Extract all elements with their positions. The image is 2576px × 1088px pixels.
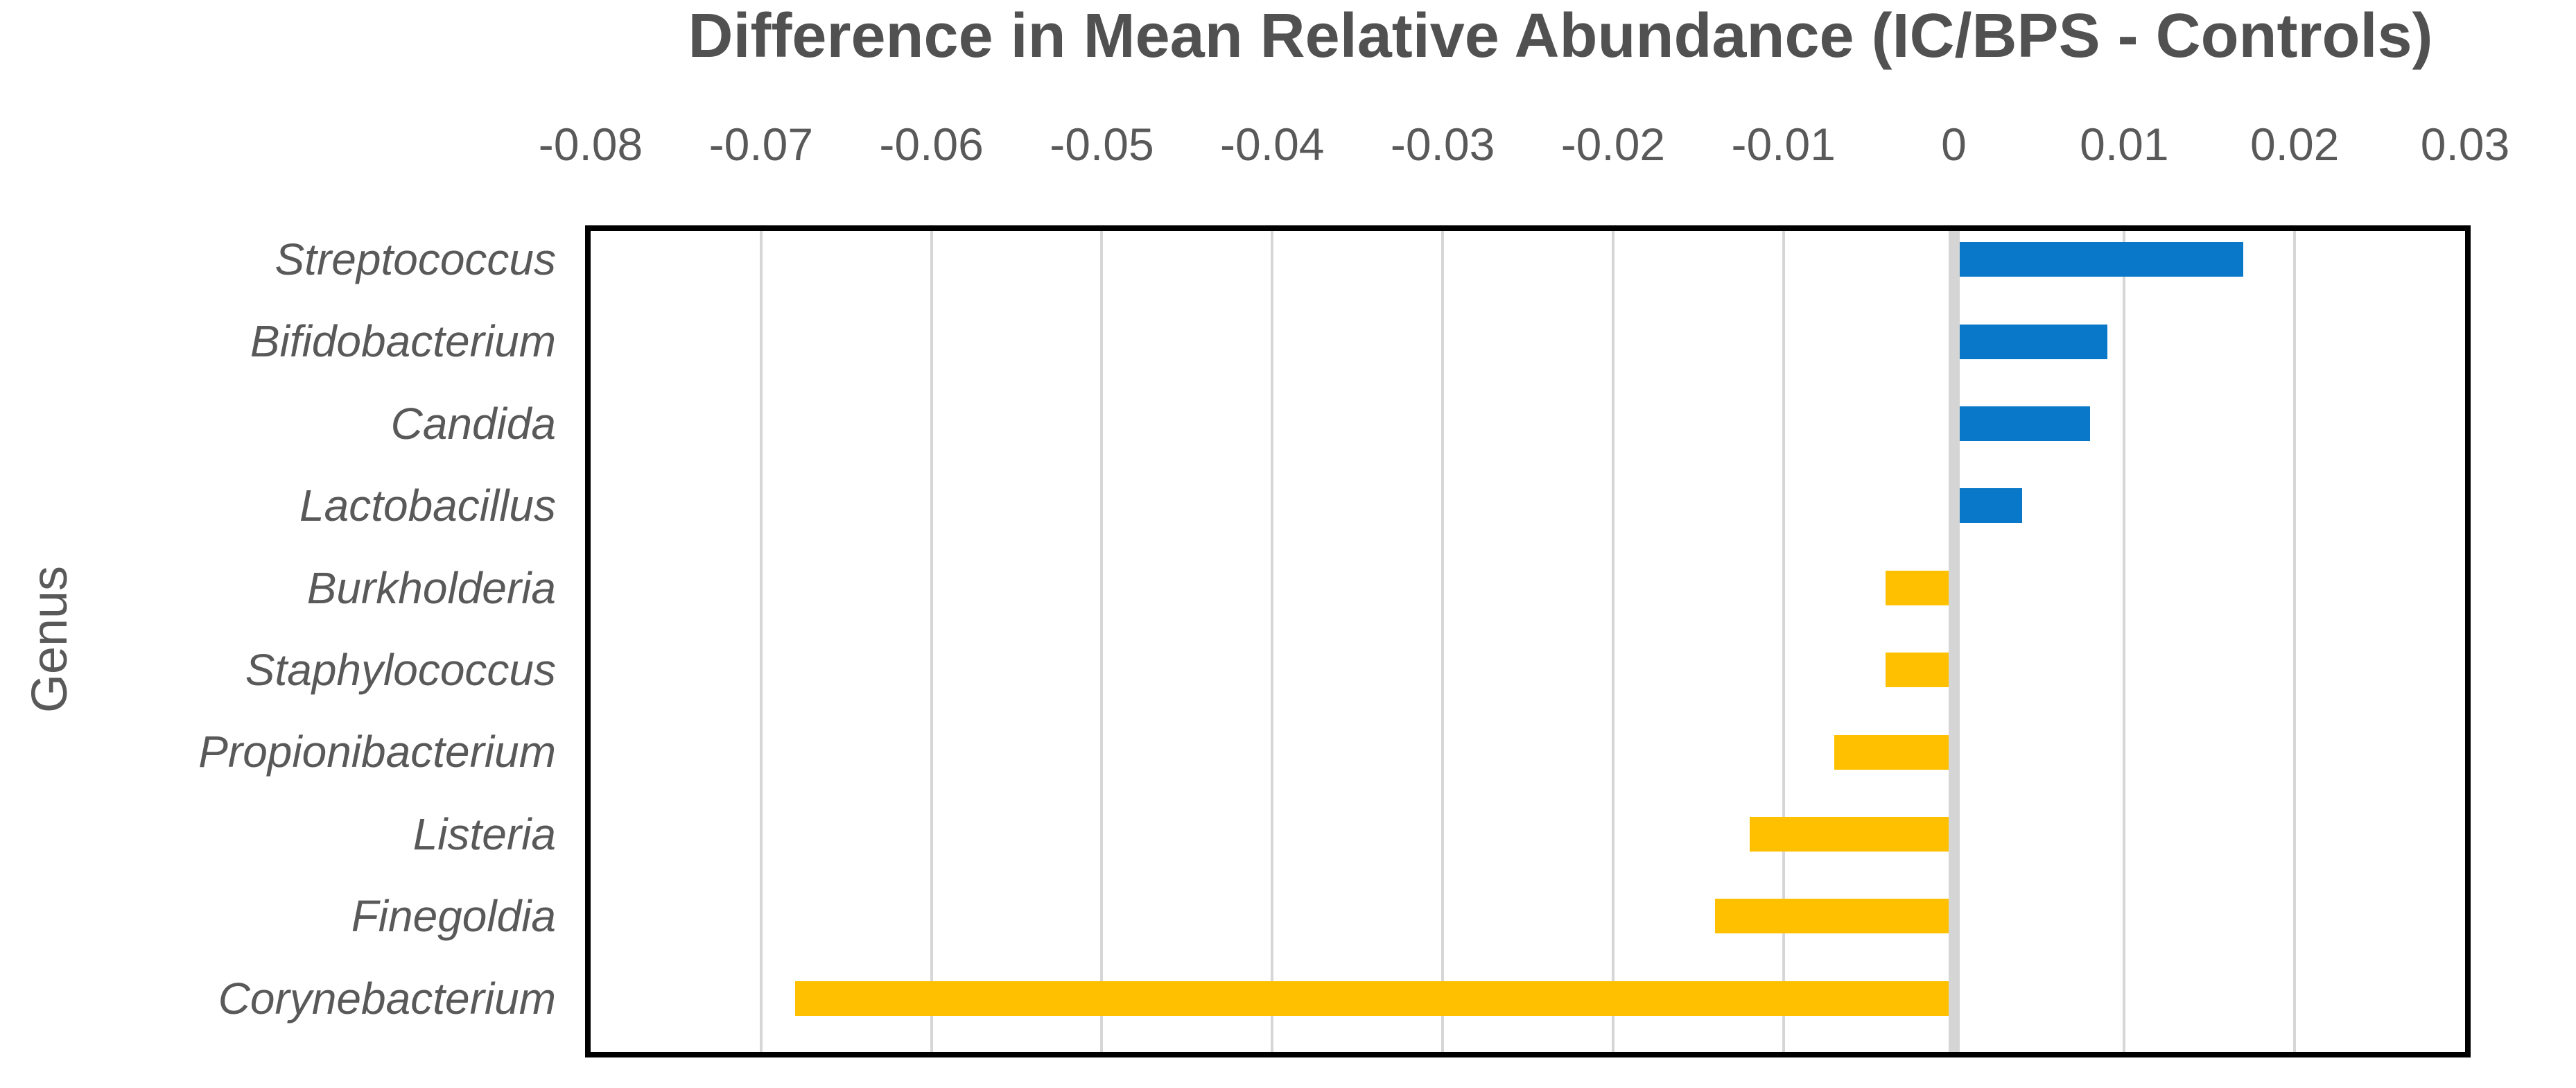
x-axis-tick-label: 0.01	[2080, 119, 2169, 170]
category-label: Streptococcus	[275, 234, 556, 284]
category-label: Candida	[390, 398, 556, 449]
x-axis-tick-label: -0.05	[1050, 119, 1154, 170]
gridline	[930, 231, 933, 1052]
category-label: Listeria	[412, 809, 556, 859]
x-axis-tick-label: -0.04	[1220, 119, 1325, 170]
plot-area	[585, 225, 2471, 1057]
bar-burkholderia	[1886, 570, 1954, 605]
bar-staphylococcus	[1886, 653, 1954, 688]
bar-streptococcus	[1953, 242, 2244, 277]
gridline	[1441, 231, 1445, 1052]
bar-bifidobacterium	[1953, 324, 2107, 359]
category-label: Burkholderia	[306, 562, 556, 613]
bar-propionibacterium	[1834, 734, 1954, 770]
gridline	[1271, 231, 1274, 1052]
bar-lactobacillus	[1953, 488, 2022, 524]
x-axis-tick-label: -0.02	[1560, 119, 1666, 170]
x-axis-tick-label: -0.07	[708, 119, 814, 170]
gridline	[2123, 231, 2126, 1052]
category-label: Propionibacterium	[198, 727, 556, 777]
bar-candida	[1953, 406, 2091, 441]
category-label: Corynebacterium	[218, 973, 556, 1024]
bar-listeria	[1749, 817, 1954, 852]
x-axis-tick-label: -0.01	[1731, 119, 1836, 170]
zero-axis-line	[1948, 231, 1960, 1052]
category-label: Lactobacillus	[299, 481, 556, 531]
gridline	[1782, 231, 1785, 1052]
x-axis-tick-label: 0.02	[2249, 119, 2340, 170]
x-axis-tick-label: -0.03	[1390, 119, 1495, 170]
chart-title: Difference in Mean Relative Abundance (I…	[688, 1, 2433, 71]
gridline	[759, 231, 763, 1052]
bar-corynebacterium	[794, 981, 1954, 1016]
bar-finegoldia	[1715, 899, 1954, 934]
category-label: Staphylococcus	[245, 645, 556, 695]
x-axis-tick-label: -0.06	[879, 119, 984, 170]
gridline	[2293, 231, 2297, 1052]
x-axis-tick-label: 0	[1941, 119, 1967, 170]
category-label: Bifidobacterium	[250, 316, 556, 367]
gridline	[1611, 231, 1615, 1052]
gridline	[1100, 231, 1104, 1052]
category-label: Finegoldia	[351, 891, 556, 942]
x-axis-tick-label: -0.08	[538, 119, 643, 170]
x-axis-tick-label: 0.03	[2420, 119, 2510, 170]
